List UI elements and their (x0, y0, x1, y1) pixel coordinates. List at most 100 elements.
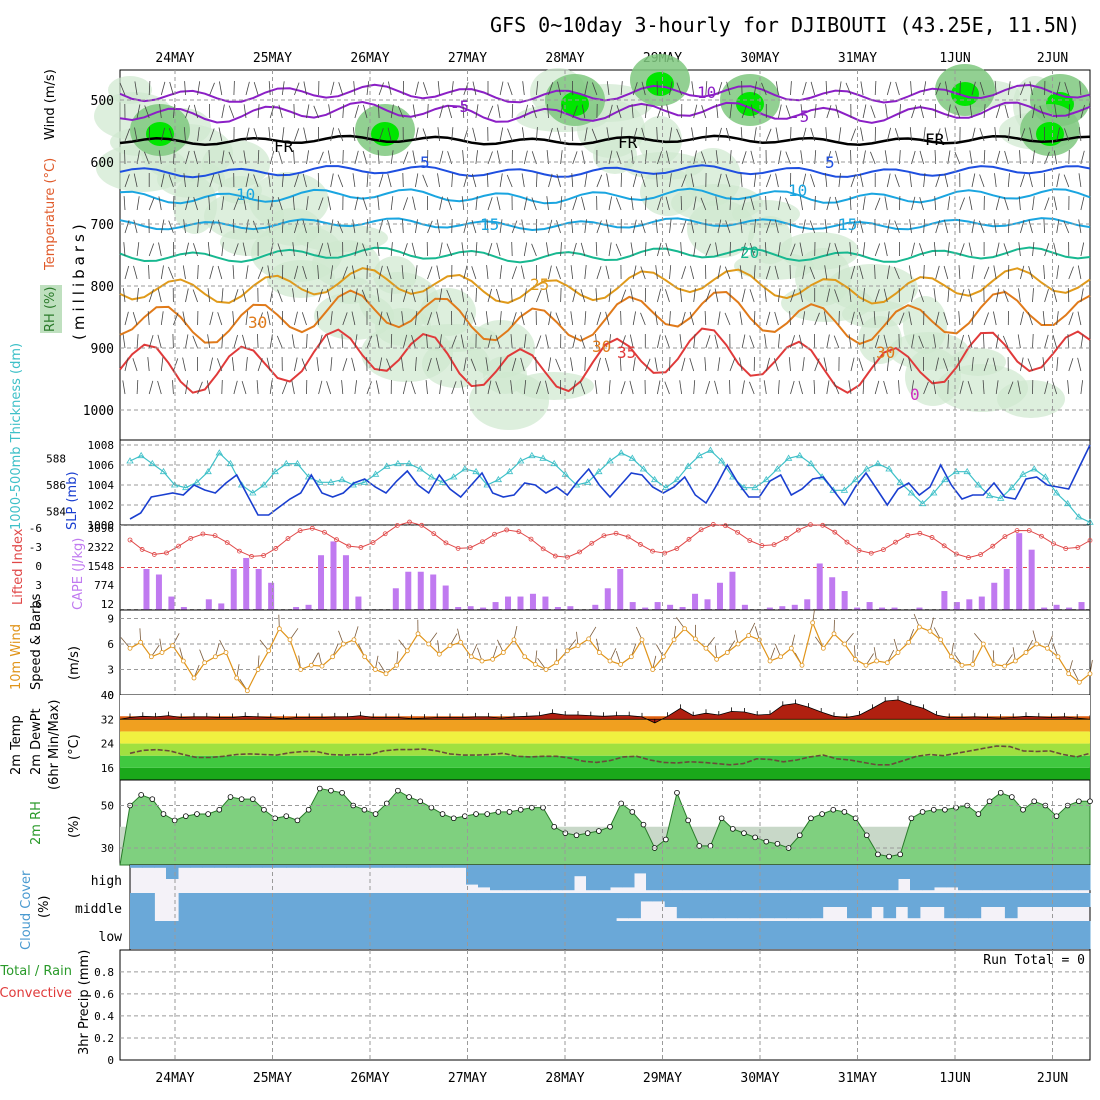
lifted-index-point (188, 535, 194, 541)
wind-barb (475, 287, 477, 303)
wind-barb (556, 173, 561, 188)
dewpoint-line (129, 745, 1091, 766)
wind-barb (242, 288, 247, 303)
wind-barb (487, 105, 494, 119)
wind-barb (824, 219, 828, 234)
wind-barb (657, 151, 662, 165)
wind-barb (814, 195, 816, 211)
wind-barb (775, 173, 779, 188)
cloud-cell (397, 893, 410, 921)
wind-barb (451, 381, 457, 395)
wind-barb (705, 81, 708, 96)
wind-barb (487, 334, 492, 349)
cape-bar (430, 574, 437, 610)
lifted-index-point (637, 542, 643, 547)
thickness-point (528, 451, 536, 459)
wind-barb (838, 127, 842, 142)
wind-barb (472, 127, 477, 142)
cloud-cell (862, 865, 875, 891)
wind-barb (523, 288, 527, 303)
wind-barb (411, 334, 416, 349)
temp-band (120, 743, 1090, 756)
wind10m-point (842, 641, 848, 647)
wind10m-point (1066, 671, 1072, 677)
wind-barb (497, 104, 501, 119)
wind-barb (257, 358, 263, 372)
wind-barb (680, 195, 682, 211)
cape-bar (255, 568, 262, 610)
wind-barb (911, 334, 915, 349)
wind-barb (124, 149, 126, 165)
wind-barb (243, 196, 247, 211)
wind10m-point (298, 667, 304, 672)
wind-barb (923, 173, 926, 188)
wind-barb (656, 126, 658, 142)
wind-barb (826, 196, 831, 211)
wind-barb (292, 242, 295, 257)
wind-barb (945, 81, 949, 96)
wind-barb (294, 82, 300, 96)
wind-barb (959, 334, 964, 349)
wind-barb (209, 219, 214, 234)
wind-barb (959, 243, 965, 257)
date-label-bottom: 25MAY (253, 1071, 292, 1086)
wind-barb (790, 289, 796, 303)
wind-barb (753, 265, 756, 280)
wind-barb (979, 174, 985, 188)
wind-barb (330, 127, 334, 142)
wind10m-point (394, 662, 400, 668)
wind-tick: 0 (107, 689, 114, 702)
wind10m-point (820, 645, 826, 651)
wind-barb (886, 127, 891, 142)
wind-barb (923, 264, 925, 280)
lifted-index-point (382, 531, 388, 537)
cloud-cell (980, 921, 994, 949)
cloud-cell (742, 865, 755, 891)
wind-barb (584, 81, 588, 96)
rh2m-point (406, 794, 412, 800)
temp-contour (119, 164, 1091, 179)
wind-barb (291, 334, 295, 349)
wind-barb (971, 311, 975, 326)
cloud-cell (591, 893, 605, 921)
rh2m-point (506, 809, 513, 815)
wind-barb (1056, 173, 1060, 188)
wind-barb (826, 380, 830, 395)
cape-bar (791, 604, 798, 610)
wind-barb (874, 80, 877, 96)
wind-barb (608, 150, 613, 165)
wind-barb (620, 172, 622, 188)
wind-barb (536, 127, 538, 142)
wind-barb (330, 357, 333, 372)
cloud-cell (421, 921, 435, 949)
wind-barb (172, 333, 174, 349)
wind-barb (632, 127, 638, 142)
wind10m-point (244, 688, 250, 694)
wind-barb (124, 220, 130, 234)
wind10m-point (234, 675, 240, 681)
wind-barb (739, 357, 743, 372)
wind-barb (401, 311, 404, 326)
wind-barb (908, 311, 912, 326)
rh2m-point (194, 811, 200, 817)
cloud-cell (907, 921, 921, 949)
wind-barb (123, 242, 126, 257)
wind-barb (390, 333, 393, 349)
wind-barb (858, 311, 864, 326)
cape-bar (392, 588, 399, 610)
wind-barb (967, 380, 973, 395)
wind-barb (572, 242, 577, 257)
wind-barb (947, 196, 951, 211)
cape-bar (529, 593, 536, 610)
cloud-cell (142, 865, 155, 868)
cloud-cell (555, 921, 568, 949)
cloud-cell (555, 893, 568, 921)
wind-barb (729, 104, 732, 119)
wind-barb (1002, 335, 1009, 349)
rh2m-point (986, 798, 993, 805)
cloud-cell (1065, 921, 1079, 949)
rh2m-point (997, 789, 1004, 796)
wind-barb (548, 311, 552, 326)
wind-barb (714, 334, 719, 349)
wind-barb (317, 218, 319, 234)
